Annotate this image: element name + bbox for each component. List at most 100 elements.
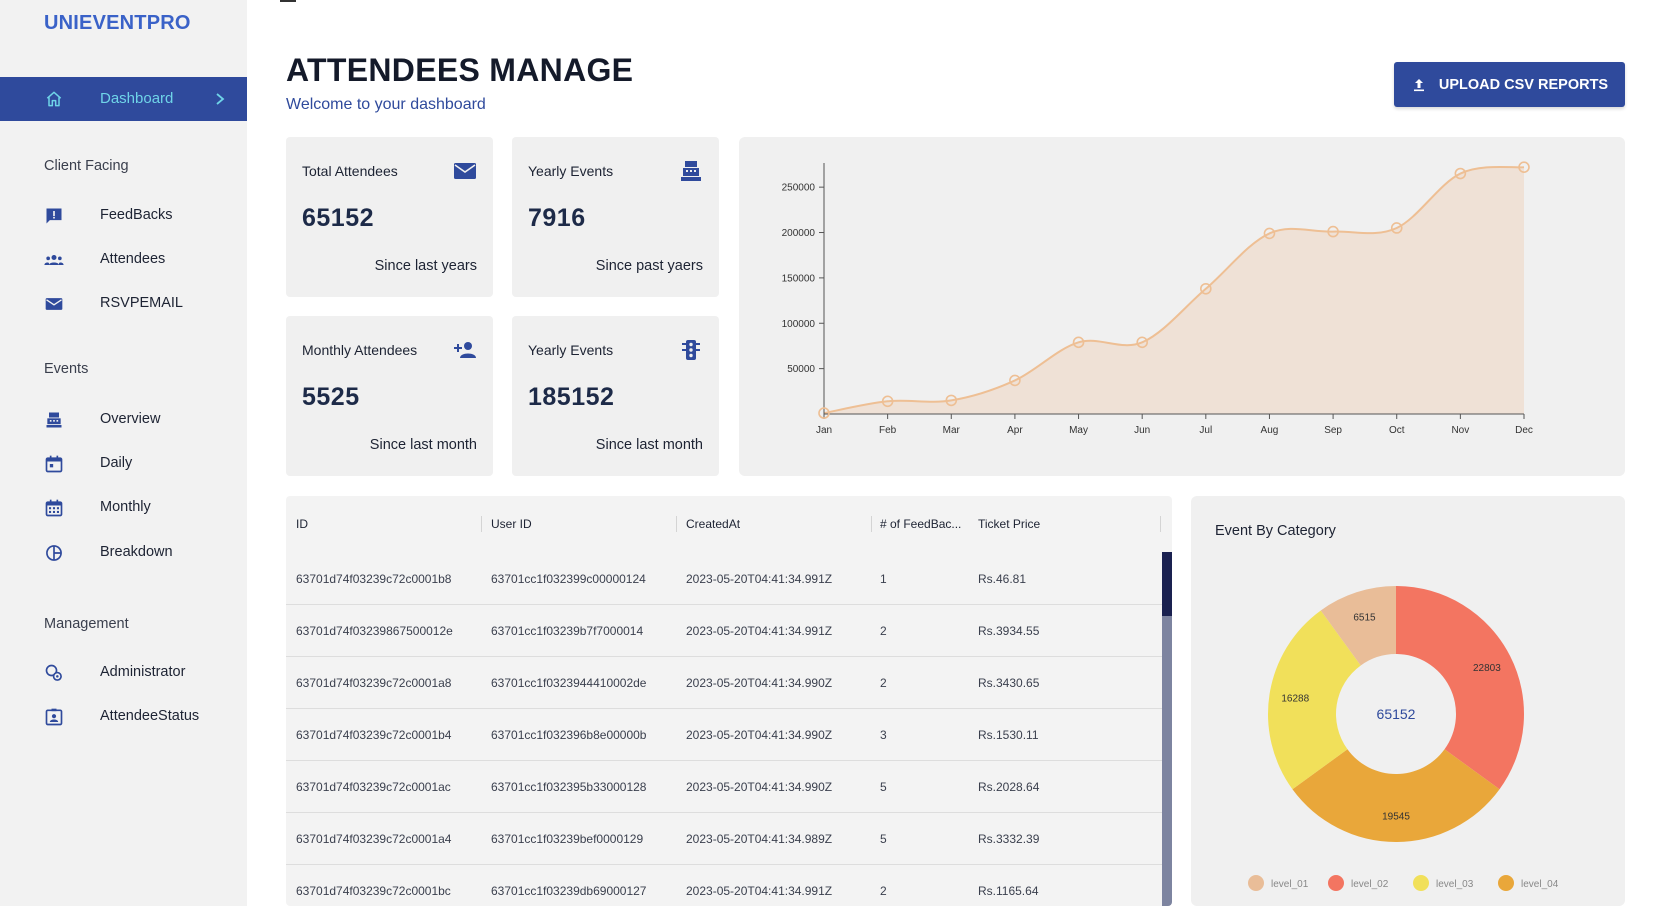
cell-id: 63701d74f03239c72c0001b4: [296, 728, 452, 742]
sidebar-item-attendees[interactable]: Attendees: [0, 243, 247, 277]
calendar-today-icon: [45, 455, 63, 473]
chart-x-tick-label: Sep: [1324, 425, 1342, 436]
cell-created-at: 2023-05-20T04:41:34.991Z: [686, 624, 833, 638]
table-row[interactable]: 63701d74f03239c72c0001a4 63701cc1f03239be…: [286, 813, 1162, 865]
pie-slice-level_02: [1396, 586, 1524, 790]
stat-card-total-attendees: Total Attendees 65152 Since last years: [286, 137, 493, 297]
sidebar-item-breakdown[interactable]: Breakdown: [0, 536, 247, 570]
chart-x-tick-label: Jun: [1134, 425, 1150, 436]
table-scrollbar-track[interactable]: [1162, 552, 1172, 906]
stat-card-yearly-events-2: Yearly Events 185152 Since last month: [512, 316, 719, 476]
badge-icon: [45, 708, 63, 726]
cell-feedback-count: 1: [880, 572, 887, 586]
cell-ticket-price: Rs.2028.64: [978, 780, 1040, 794]
sidebar-item-attendeestatus[interactable]: AttendeeStatus: [0, 700, 247, 734]
stat-value: 7916: [528, 204, 586, 232]
column-header-created-at[interactable]: CreatedAt: [686, 517, 741, 531]
chevron-right-icon: [216, 93, 225, 105]
sidebar-item-label: Monthly: [100, 499, 151, 515]
table-row[interactable]: 63701d74f03239c72c0001bc 63701cc1f03239db…: [286, 865, 1162, 906]
chart-series-line: [823, 165, 1525, 415]
legend-label: level_03: [1436, 879, 1474, 890]
cell-user-id: 63701cc1f032396b8e00000b: [491, 728, 647, 742]
sidebar-item-label: RSVPEMAIL: [100, 295, 183, 311]
column-header-user-id[interactable]: User ID: [491, 517, 532, 531]
chart-point: [1390, 222, 1403, 234]
table-row[interactable]: 63701d74f03239c72c0001b4 63701cc1f032396b…: [286, 709, 1162, 761]
sidebar-item-label: Administrator: [100, 664, 186, 680]
cell-ticket-price: Rs.3430.65: [978, 676, 1040, 690]
chart-x-tick-label: Aug: [1261, 425, 1279, 436]
legend-swatch: [1248, 875, 1264, 891]
cell-created-at: 2023-05-20T04:41:34.991Z: [686, 884, 833, 898]
event-category-chart: Event By Category 22803 19545 16288 6515 651…: [1191, 496, 1625, 906]
stat-label: Total Attendees: [302, 163, 398, 179]
sidebar-item-administrator[interactable]: Administrator: [0, 656, 247, 690]
cell-user-id: 63701cc1f03239db69000127: [491, 884, 647, 898]
table-row[interactable]: 63701d74f03239c72c0001ac 63701cc1f032395b…: [286, 761, 1162, 813]
stat-note: Since last month: [369, 437, 477, 453]
upload-csv-label: UPLOAD CSV REPORTS: [1438, 76, 1609, 93]
sidebar-item-monthly[interactable]: Monthly: [0, 491, 247, 525]
sidebar-item-feedbacks[interactable]: FeedBacks: [0, 199, 247, 233]
legend-swatch: [1413, 875, 1429, 891]
section-client-facing: Client Facing: [44, 158, 129, 174]
stat-note: Since last years: [374, 258, 477, 274]
cell-created-at: 2023-05-20T04:41:34.991Z: [686, 572, 833, 586]
table-header: ID User ID CreatedAt # of FeedBac... Tic…: [286, 496, 1162, 553]
table-row[interactable]: 63701d74f03239c72c0001b8 63701cc1f032399c…: [286, 553, 1162, 605]
cell-id: 63701d74f03239c72c0001b8: [296, 572, 452, 586]
stat-value: 185152: [528, 383, 615, 411]
sidebar-item-rsvpemail[interactable]: RSVPEMAIL: [0, 287, 247, 321]
cell-id: 63701d74f03239867500012e: [296, 624, 453, 638]
stat-label: Monthly Attendees: [302, 342, 418, 358]
stat-card-monthly-attendees: Monthly Attendees 5525 Since last month: [286, 316, 493, 476]
cell-user-id: 63701cc1f032399c00000124: [491, 572, 646, 586]
mail-icon: [454, 163, 476, 179]
legend-label: level_01: [1271, 879, 1309, 890]
table-row[interactable]: 63701d74f03239867500012e 63701cc1f03239b7…: [286, 605, 1162, 657]
chart-y-tick-label: 250000: [782, 183, 816, 194]
upload-csv-button[interactable]: UPLOAD CSV REPORTS: [1394, 62, 1625, 107]
table-row[interactable]: 63701d74f03239c72c0001a8 63701cc1f0323944…: [286, 657, 1162, 709]
stat-value: 65152: [302, 204, 375, 232]
chart-point: [1136, 336, 1148, 349]
column-separator[interactable]: [871, 516, 872, 532]
sidebar-item-dashboard[interactable]: Dashboard: [0, 77, 247, 121]
legend-swatch: [1328, 875, 1344, 891]
column-separator[interactable]: [1160, 516, 1161, 532]
page-subtitle: Welcome to your dashboard: [286, 96, 486, 113]
cell-feedback-count: 2: [880, 676, 887, 690]
column-header-feedback-count[interactable]: # of FeedBac...: [880, 517, 962, 531]
chart-point: [1072, 336, 1085, 349]
brand-logo[interactable]: UNIEVENTPRO: [44, 12, 191, 34]
stat-value: 5525: [302, 383, 360, 411]
sidebar: UNIEVENTPRO Dashboard Client Facing Feed…: [0, 0, 247, 906]
column-separator[interactable]: [481, 516, 482, 532]
chart-y-tick-label: 50000: [787, 364, 815, 375]
donut-chart-svg: 22803 19545 16288 6515 65152 level_01 level_02…: [1248, 586, 1559, 891]
traffic-light-icon: [682, 340, 700, 360]
cell-feedback-count: 5: [880, 780, 887, 794]
chart-y-tick-label: 150000: [782, 273, 816, 284]
chart-area-fill: [824, 166, 1524, 414]
cell-created-at: 2023-05-20T04:41:34.990Z: [686, 728, 833, 742]
chart-point: [1009, 374, 1021, 387]
table-scrollbar-thumb[interactable]: [1162, 552, 1172, 616]
menu-toggle-icon[interactable]: [280, 0, 296, 2]
sidebar-item-overview[interactable]: Overview: [0, 403, 247, 437]
home-icon: [46, 91, 62, 107]
chart-point: [1518, 161, 1530, 173]
admin-icon: [45, 664, 62, 681]
stat-note: Since past yaers: [595, 258, 703, 274]
chart-y-tick-label: 200000: [782, 228, 816, 239]
column-separator[interactable]: [676, 516, 677, 532]
column-header-ticket-price[interactable]: Ticket Price: [978, 517, 1041, 531]
cell-ticket-price: Rs.1530.11: [978, 728, 1039, 742]
attendees-table: ID User ID CreatedAt # of FeedBac... Tic…: [286, 496, 1172, 906]
sidebar-item-daily[interactable]: Daily: [0, 447, 247, 481]
chart-point: [881, 395, 894, 408]
column-header-id[interactable]: ID: [296, 517, 308, 531]
stat-label: Yearly Events: [528, 163, 614, 179]
attendees-line-chart: 50000 100000 150000 200000 250000 Jan Feb Mar Ap…: [739, 137, 1625, 476]
